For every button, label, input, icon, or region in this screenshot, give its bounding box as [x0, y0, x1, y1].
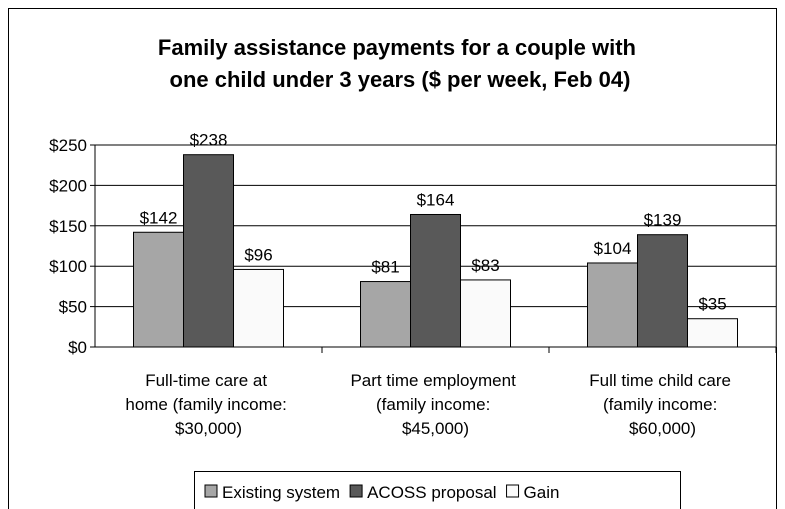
legend-label: Gain — [524, 483, 560, 502]
value-label: $35 — [698, 295, 726, 314]
legend — [194, 471, 681, 509]
y-tick-label: $100 — [49, 257, 87, 276]
value-label: $83 — [471, 256, 499, 275]
bar — [637, 234, 688, 348]
bar — [587, 262, 638, 348]
value-label: $238 — [190, 131, 228, 150]
bar — [233, 268, 284, 348]
value-label: $104 — [594, 239, 632, 258]
legend-swatch — [506, 484, 520, 498]
value-label: $164 — [417, 190, 455, 209]
x-tick-label: Full time child care (family income: $60… — [589, 371, 735, 438]
bar — [133, 231, 184, 348]
legend-label: Existing system — [222, 483, 340, 502]
y-tick-label: $50 — [59, 298, 87, 317]
bar — [410, 213, 461, 348]
value-label: $81 — [371, 258, 399, 277]
y-tick-label: $200 — [49, 176, 87, 195]
bar — [183, 154, 234, 348]
y-tick-label: $250 — [49, 136, 87, 155]
bar — [687, 318, 738, 348]
x-tick-label: Full-time care at home (family income: $… — [125, 371, 291, 438]
x-tick-label: Part time employment (family income: $45… — [350, 371, 520, 438]
chart-title: Family assistance payments for a couple … — [158, 35, 642, 92]
legend-swatch — [349, 484, 363, 498]
value-label: $96 — [244, 245, 272, 264]
value-label: $142 — [140, 208, 178, 227]
y-tick-label: $0 — [68, 338, 87, 357]
bar — [360, 281, 411, 348]
y-tick-label: $150 — [49, 217, 87, 236]
value-label: $139 — [644, 211, 682, 230]
bar — [460, 279, 511, 348]
legend-swatch — [204, 484, 218, 498]
legend-label: ACOSS proposal — [367, 483, 496, 502]
